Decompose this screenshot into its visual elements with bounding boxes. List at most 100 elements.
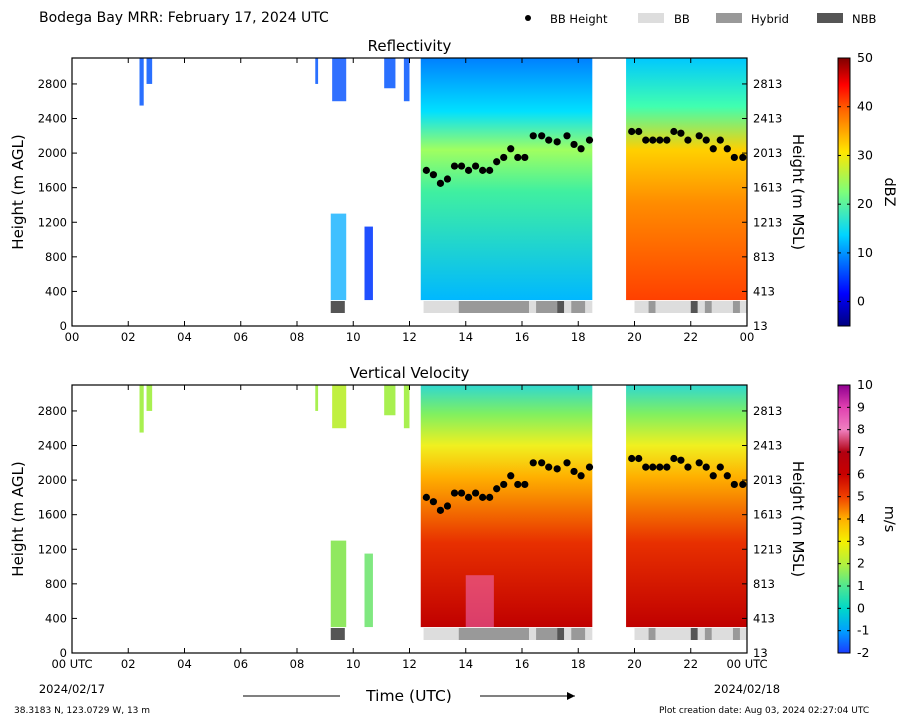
bb-class-segment	[564, 628, 572, 640]
bb-class-segment	[571, 301, 586, 313]
bb-height-point	[628, 454, 636, 463]
y-tick-label-right: 1213	[753, 215, 782, 229]
bb-height-point	[663, 136, 671, 144]
y-tick-label-right: 813	[753, 577, 775, 591]
bb-height-point	[529, 132, 537, 140]
bb-height-point	[436, 506, 445, 514]
x-tick-label: 02	[121, 657, 136, 671]
echo-column	[332, 385, 347, 429]
bb-class-segment	[648, 301, 656, 313]
y-tick-label-right: 2813	[753, 77, 782, 91]
y-tick-label: 800	[45, 250, 67, 264]
echo-sparse	[146, 385, 153, 411]
y-tick-label-right: 2813	[753, 404, 782, 418]
bb-class-segment	[529, 301, 537, 313]
x-axis-arrowhead	[567, 692, 575, 700]
x-tick-label: 20	[627, 330, 642, 344]
bb-height-point	[656, 136, 664, 144]
bb-height-point	[670, 454, 678, 463]
legend-bb-swatch	[638, 13, 664, 23]
bb-class-segment	[585, 628, 593, 640]
fields-layer	[139, 58, 747, 640]
bb-height-point	[716, 463, 724, 471]
bb-height-point	[493, 485, 501, 493]
bb-height-point	[486, 166, 494, 174]
colorbar-tick-label: 50	[857, 50, 873, 65]
echo-sparse	[146, 58, 153, 84]
bb-height-point	[723, 472, 731, 480]
bb-class-segment	[571, 628, 586, 640]
echo-column	[364, 553, 373, 628]
x-tick-label: 14	[458, 657, 473, 671]
bb-height-point	[443, 175, 452, 183]
bb-height-point	[553, 138, 561, 146]
x-tick-label: 14	[458, 330, 473, 344]
y-tick-label-right: 13	[753, 319, 768, 333]
bb-height-point	[570, 140, 578, 149]
bb-height-point	[500, 480, 508, 489]
bb-class-segment	[732, 628, 740, 640]
panel-1-field	[139, 385, 747, 640]
y-tick-label: 0	[60, 319, 67, 333]
y-tick-label-right: 1613	[753, 181, 782, 195]
y-tick-label: 400	[45, 284, 67, 298]
legend-nbb-swatch	[817, 13, 843, 23]
bb-class-segment	[655, 628, 691, 640]
legend-hybrid-swatch	[716, 13, 742, 23]
y-tick-label-right: 413	[753, 611, 775, 625]
y-tick-label: 2800	[38, 77, 67, 91]
colorbar-tick-label: 7	[857, 444, 865, 459]
x-tick-label: 08	[290, 657, 305, 671]
bb-class-segment	[704, 628, 712, 640]
bb-class-segment	[634, 301, 649, 313]
bb-height-point	[739, 480, 747, 489]
echo-sparse	[139, 58, 144, 106]
y-tick-label: 0	[60, 646, 67, 660]
x-tick-label: 06	[233, 330, 248, 344]
colorbar-tick-label: 0	[857, 294, 865, 309]
colorbar-tick-label: 1	[857, 578, 865, 593]
bb-class-segment	[585, 301, 593, 313]
bb-height-point	[585, 136, 594, 144]
bb-class-segment	[732, 301, 740, 313]
x-axis-label: Time (UTC)	[365, 687, 452, 705]
bb-height-point	[529, 459, 537, 467]
bb-class-segment	[423, 628, 459, 640]
colorbar-tick-label: 20	[857, 196, 873, 211]
bb-height-point	[457, 162, 466, 170]
bb-class-segment	[536, 628, 558, 640]
bb-height-point	[443, 502, 452, 510]
bb-height-point	[422, 166, 430, 174]
echo-main-block	[626, 385, 747, 628]
x-tick-label: 20	[627, 657, 642, 671]
colorbar-0	[837, 57, 851, 327]
x-date-left: 2024/02/17	[39, 682, 105, 696]
bb-class-segment	[564, 301, 572, 313]
echo-sparse	[384, 58, 396, 89]
x-tick-label: 10	[346, 330, 361, 344]
bb-height-point	[709, 472, 717, 480]
y-tick-label: 2400	[38, 439, 67, 453]
y-tick-label: 1200	[38, 542, 67, 556]
y-tick-label-right: 2413	[753, 439, 782, 453]
colorbar-tick-label: 30	[857, 147, 873, 162]
y-axis-label-right: Height (m MSL)	[789, 134, 807, 250]
y-tick-label: 2800	[38, 404, 67, 418]
echo-column	[364, 226, 373, 301]
page-title: Bodega Bay MRR: February 17, 2024 UTC	[39, 10, 329, 26]
bb-height-point	[642, 136, 650, 144]
y-tick-label-right: 2013	[753, 473, 782, 487]
legend-bb-label: BB	[674, 12, 690, 26]
y-axis-label: Height (m AGL)	[9, 461, 27, 576]
bb-class-segment	[711, 628, 733, 640]
x-tick-label: 00 UTC	[51, 657, 92, 671]
x-date-right: 2024/02/18	[714, 682, 780, 696]
bb-height-point	[450, 489, 459, 497]
y-tick-label: 400	[45, 611, 67, 625]
bb-height-point	[429, 498, 438, 506]
bb-class-segment	[536, 301, 558, 313]
footer-creation-date: Plot creation date: Aug 03, 2024 02:27:0…	[659, 706, 870, 716]
bb-class-segment	[711, 301, 733, 313]
colorbar-tick-label: 40	[857, 99, 873, 114]
bb-class-segment	[557, 628, 565, 640]
